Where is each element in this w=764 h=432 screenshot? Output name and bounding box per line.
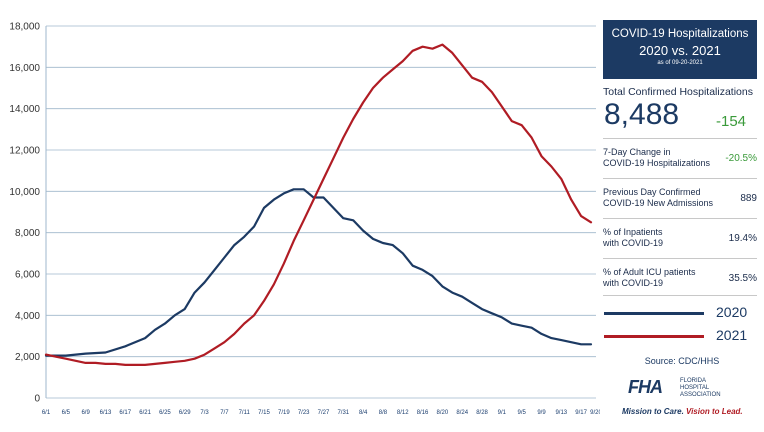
x-tick-label: 6/25 <box>159 410 171 416</box>
x-tick-label: 6/29 <box>179 410 191 416</box>
stat-label-line1: Previous Day Confirmed <box>603 187 701 197</box>
hospitalizations-chart: 0 2,000 4,000 6,000 8,000 10,000 12,000 14,000 1… <box>9 22 600 417</box>
legend-label-2020: 2020 <box>716 304 748 320</box>
stat-label-line2: COVID-19 Hospitalizations <box>603 158 711 168</box>
grid-lines <box>45 25 596 399</box>
legend-line-2020 <box>604 312 704 315</box>
stat-row-inpatients: % of Inpatients with COVID-19 19.4% <box>603 218 757 259</box>
x-tick-label: 8/20 <box>437 410 449 416</box>
stat-label-line1: % of Inpatients <box>603 227 663 237</box>
x-tick-label: 9/1 <box>498 410 507 416</box>
x-tick-label: 7/19 <box>278 410 290 416</box>
y-tick-label: 4,000 <box>15 311 40 322</box>
x-tick-label: 6/9 <box>81 410 90 416</box>
tagline: Mission to Care. Vision to Lead. <box>622 407 743 416</box>
y-tick-label: 14,000 <box>9 104 40 115</box>
stat-value: 19.4% <box>728 233 757 244</box>
total-value: 8,488 <box>604 98 680 131</box>
stat-value: 889 <box>740 193 757 204</box>
x-tick-label: 8/24 <box>456 410 468 416</box>
y-tick-label: 0 <box>34 394 40 405</box>
x-tick-label: 6/1 <box>42 410 51 416</box>
x-tick-label: 8/16 <box>417 410 429 416</box>
fha-logo-subtext: FLORIDA HOSPITAL ASSOCIATION <box>680 378 721 398</box>
stat-value: -20.5% <box>725 153 757 164</box>
stat-value: 35.5% <box>728 273 757 284</box>
series-line-2020 <box>44 188 593 357</box>
legend-label-2021: 2021 <box>716 327 748 343</box>
y-tick-label: 2,000 <box>15 352 40 363</box>
x-tick-label: 9/13 <box>555 410 567 416</box>
x-tick-label: 8/4 <box>359 410 368 416</box>
x-tick-label: 7/15 <box>258 410 270 416</box>
legend-line-2021 <box>604 335 704 338</box>
x-tick-label: 6/17 <box>119 410 131 416</box>
fha-logo: FHA <box>628 377 663 397</box>
as-of-date: as of 09-20-2021 <box>657 60 703 66</box>
x-tick-label: 8/12 <box>397 410 409 416</box>
y-tick-label: 6,000 <box>15 270 40 281</box>
stat-row-new-admissions: Previous Day Confirmed COVID-19 New Admis… <box>603 178 757 219</box>
stat-label-line2: COVID-19 New Admissions <box>603 198 714 208</box>
stat-row-icu: % of Adult ICU patients with COVID-19 35.… <box>603 258 757 296</box>
x-tick-label: 7/7 <box>220 410 229 416</box>
x-tick-label: 9/17 <box>575 410 587 416</box>
x-tick-label: 9/20 <box>590 410 600 416</box>
x-tick-label: 8/28 <box>476 410 488 416</box>
x-tick-label: 8/8 <box>379 410 388 416</box>
x-tick-label: 6/5 <box>62 410 71 416</box>
stat-label-line2: with COVID-19 <box>603 278 664 288</box>
x-tick-label: 9/9 <box>537 410 546 416</box>
y-tick-label: 16,000 <box>9 63 40 74</box>
panel-title-box: COVID-19 Hospitalizations 2020 vs. 2021 … <box>603 20 757 79</box>
y-tick-label: 10,000 <box>9 187 40 198</box>
series-line-2021 <box>44 43 593 366</box>
x-tick-label: 7/31 <box>337 410 349 416</box>
stat-label-line1: % of Adult ICU patients <box>603 267 696 277</box>
y-tick-label: 18,000 <box>9 22 40 33</box>
x-tick-label: 9/5 <box>518 410 527 416</box>
x-axis: 6/1 6/5 6/9 6/13 6/17 6/21 6/25 6/29 7/3 7/7 7/11 7… <box>42 410 600 416</box>
total-change: -154 <box>716 113 747 130</box>
source-note: Source: CDC/HHS <box>644 356 720 366</box>
x-tick-label: 6/13 <box>100 410 112 416</box>
x-tick-label: 7/11 <box>239 410 251 416</box>
x-tick-label: 7/23 <box>298 410 310 416</box>
x-tick-label: 7/27 <box>318 410 330 416</box>
y-tick-label: 12,000 <box>9 146 40 157</box>
y-axis: 0 2,000 4,000 6,000 8,000 10,000 12,000 14,000 1… <box>9 22 40 405</box>
y-tick-label: 8,000 <box>15 228 40 239</box>
panel-subtitle: 2020 vs. 2021 <box>639 43 721 58</box>
series-lines <box>44 43 593 366</box>
panel-title: COVID-19 Hospitalizations <box>611 28 749 40</box>
stat-row-7day-change: 7-Day Change in COVID-19 Hospitalizations… <box>603 138 757 179</box>
x-tick-label: 7/3 <box>200 410 209 416</box>
total-label: Total Confirmed Hospitalizations <box>603 86 753 98</box>
x-tick-label: 6/21 <box>139 410 151 416</box>
stat-label-line2: with COVID-19 <box>603 238 664 248</box>
stat-label-line1: 7-Day Change in <box>603 147 671 157</box>
